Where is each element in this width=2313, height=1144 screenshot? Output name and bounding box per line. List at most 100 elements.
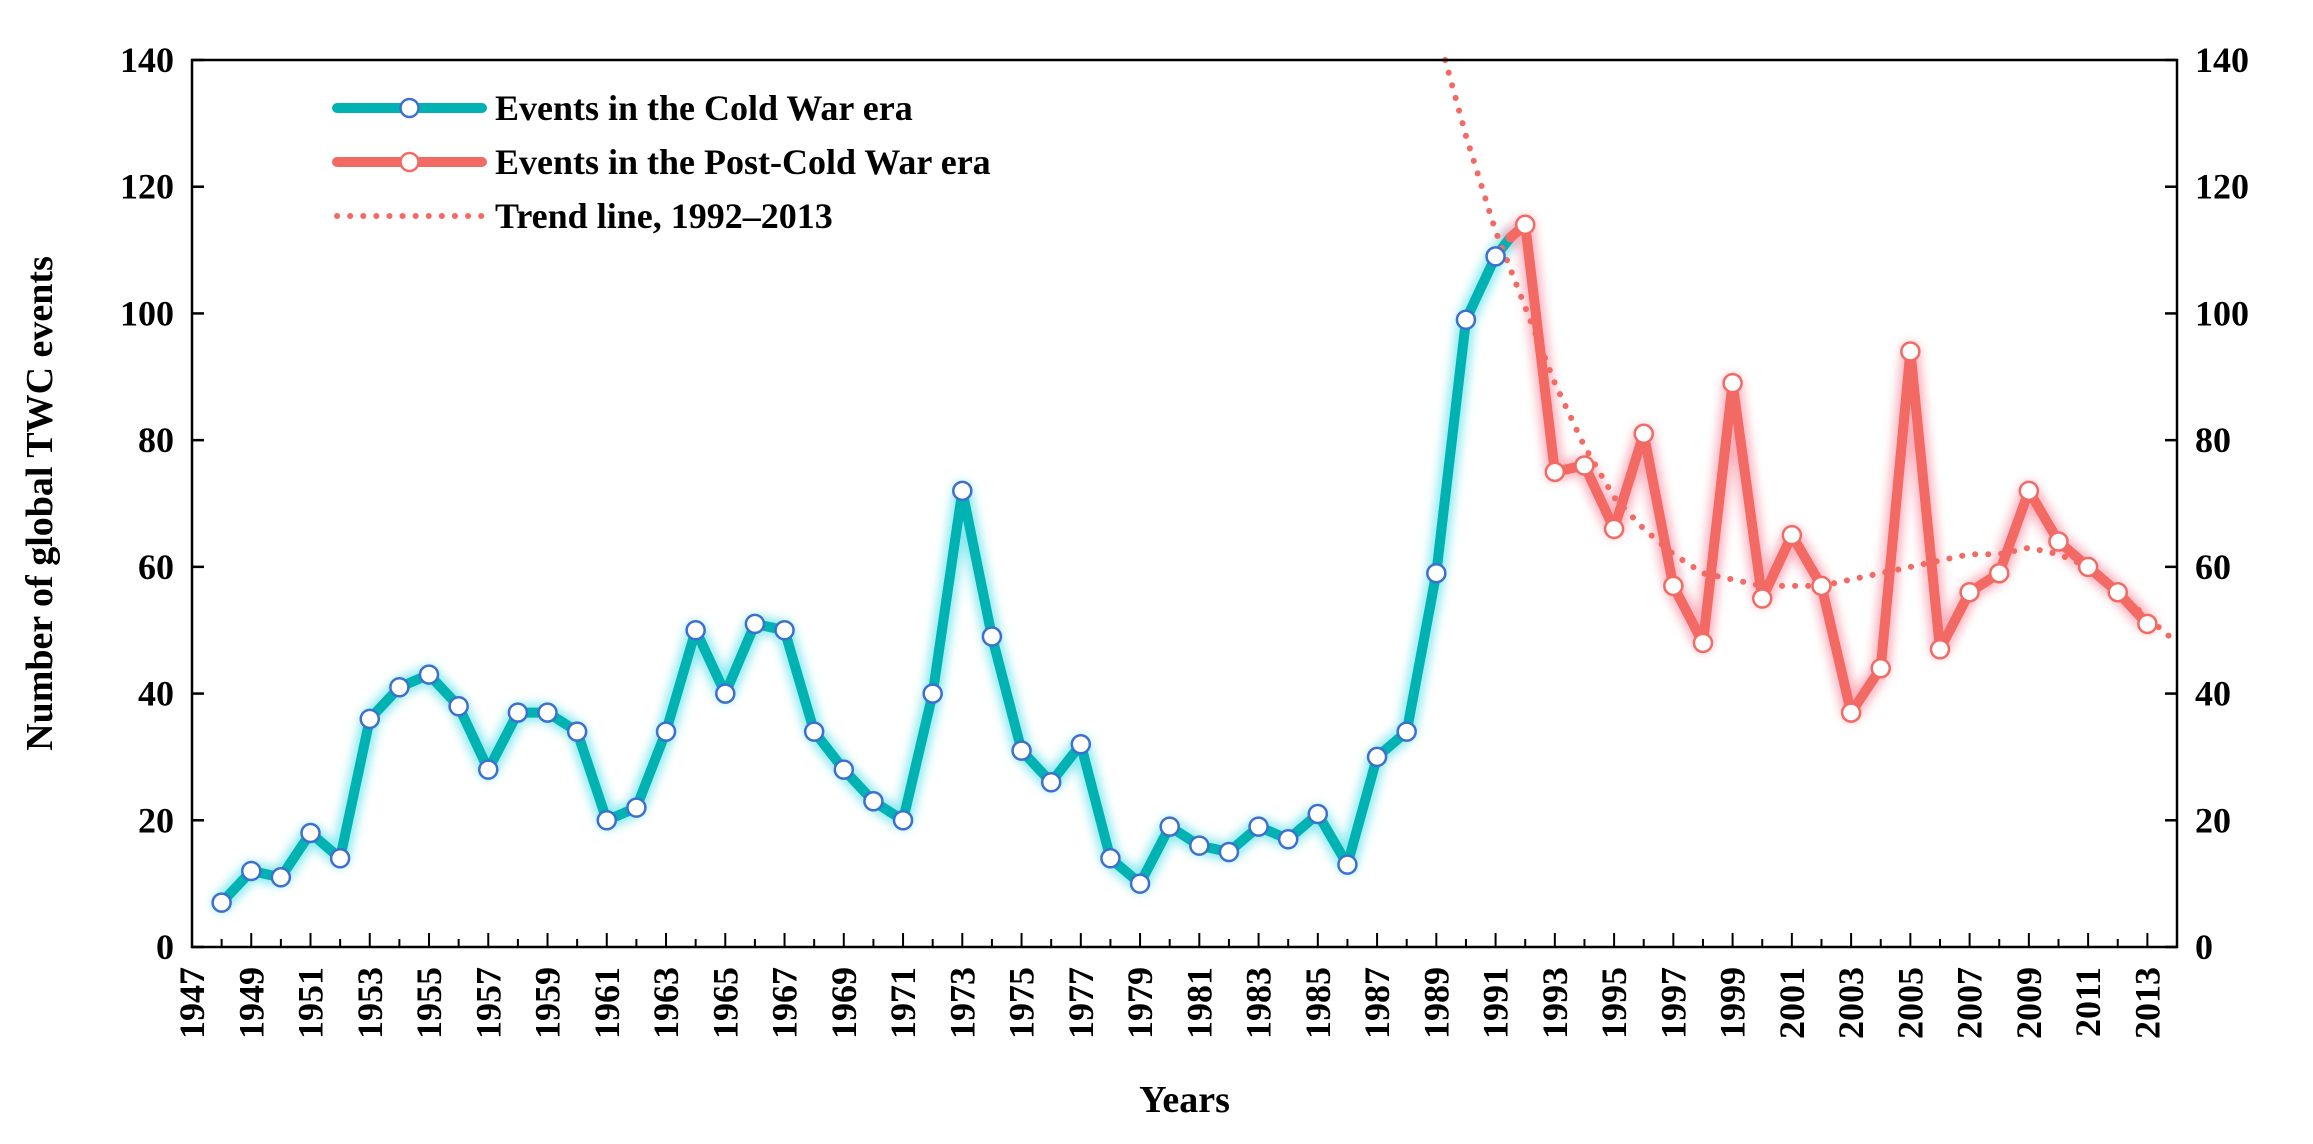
events-in-the-post-cold-war-era-point — [1544, 461, 1566, 483]
events-in-the-cold-war-era-point — [1455, 309, 1477, 331]
legend-label-events-in-the-post-cold-war-era: Events in the Post-Cold War era — [495, 142, 991, 182]
y-tick-label-left: 140 — [120, 40, 174, 80]
x-tick-label: 1963 — [646, 967, 686, 1039]
x-tick-label: 1947 — [172, 967, 212, 1039]
x-tick-label: 1993 — [1535, 967, 1575, 1039]
events-in-the-post-cold-war-era-point — [1751, 588, 1773, 609]
events-in-the-post-cold-war-era-point — [1959, 581, 1980, 603]
events-in-the-cold-war-era-point — [1100, 848, 1121, 869]
events-in-the-post-cold-war-era-point — [1900, 341, 1921, 362]
x-tick-label: 1999 — [1713, 967, 1753, 1039]
events-in-the-cold-war-era-point — [1159, 816, 1180, 837]
events-in-the-post-cold-war-era-point — [2137, 613, 2158, 635]
x-tick-label: 1975 — [1002, 967, 1042, 1039]
x-axis-title: Years — [1139, 1079, 1230, 1121]
legend-marker-events-in-the-post-cold-war-era — [399, 151, 420, 173]
series-lines — [216, 57, 2180, 908]
events-in-the-cold-war-era-point — [863, 791, 884, 812]
x-tick-label: 1989 — [1416, 967, 1456, 1039]
x-tick-label: 1979 — [1120, 967, 1160, 1039]
events-in-the-cold-war-era-point — [952, 480, 973, 502]
events-in-the-cold-war-era-point — [1040, 772, 1062, 793]
y-tick-label-right: 0 — [2195, 927, 2213, 967]
y-tick-label-right: 20 — [2195, 800, 2231, 840]
x-tick-label: 2007 — [1950, 967, 1990, 1039]
y-tick-label-left: 0 — [156, 927, 174, 967]
x-tick-label: 1983 — [1239, 967, 1279, 1039]
events-in-the-post-cold-war-era-point — [2018, 480, 2040, 502]
events-in-the-post-cold-war-era-point — [1811, 575, 1832, 597]
x-tick-label: 1965 — [705, 967, 745, 1039]
events-in-the-cold-war-era-point — [655, 721, 677, 742]
events-in-the-cold-war-era-point — [922, 683, 943, 704]
events-in-the-cold-war-era-point — [389, 676, 410, 698]
events-in-the-cold-war-era-point — [1070, 734, 1092, 755]
events-in-the-cold-war-era-point — [1337, 854, 1358, 875]
events-in-the-cold-war-era-point — [1129, 873, 1151, 894]
events-in-the-cold-war-era-point — [715, 683, 736, 704]
x-tick-label: 1997 — [1653, 967, 1693, 1039]
events-in-the-cold-war-era-point — [1396, 721, 1417, 742]
events-in-the-cold-war-era-point — [566, 721, 588, 742]
series-glow — [212, 215, 2157, 912]
events-in-the-cold-war-era-point — [537, 702, 558, 723]
y-tick-label-right: 80 — [2195, 420, 2231, 460]
events-in-the-cold-war-era-point — [507, 702, 529, 723]
events-in-the-post-cold-war-era-point — [1692, 632, 1714, 654]
events-in-the-cold-war-era-point — [329, 848, 351, 869]
y-tick-label-left: 40 — [138, 674, 174, 714]
events-in-the-cold-war-era-point — [1485, 246, 1506, 267]
events-in-the-post-cold-war-era-point — [1663, 575, 1684, 597]
events-in-the-cold-war-era-point — [626, 797, 647, 818]
events-in-the-cold-war-era-point — [1277, 829, 1299, 850]
events-in-the-cold-war-era-point — [418, 664, 440, 685]
y-tick-label-left: 60 — [138, 547, 174, 587]
x-tick-label: 1981 — [1179, 967, 1219, 1039]
y-tick-label-right: 40 — [2195, 674, 2231, 714]
x-tick-label: 1961 — [587, 967, 627, 1039]
x-tick-label: 2005 — [1890, 967, 1930, 1039]
events-in-the-post-cold-war-era-point — [1781, 524, 1803, 546]
events-in-the-post-cold-war-era-point — [2077, 556, 2099, 578]
events-in-the-post-cold-war-era-point — [1722, 372, 1743, 394]
y-tick-label-right: 60 — [2195, 547, 2231, 587]
events-in-the-cold-war-era-point — [359, 708, 381, 730]
events-in-the-post-cold-war-era-point — [1574, 455, 1595, 476]
events-in-the-post-cold-war-era-point — [1603, 518, 1625, 540]
events-in-the-cold-war-era-point — [1426, 562, 1447, 584]
legend-label-events-in-the-cold-war-era: Events in the Cold War era — [495, 88, 913, 128]
x-tick-label: 1971 — [883, 967, 923, 1039]
events-in-the-cold-war-era-point — [211, 892, 232, 913]
events-in-the-cold-war-era-point — [1248, 816, 1269, 837]
events-in-the-cold-war-era-point — [981, 626, 1003, 647]
x-tick-label: 2003 — [1831, 967, 1871, 1039]
x-tick-label: 1977 — [1061, 967, 1101, 1039]
events-in-the-post-cold-war-era-point — [1840, 702, 1862, 723]
x-tick-label: 1953 — [350, 967, 390, 1039]
y-tick-label-left: 100 — [120, 293, 174, 333]
events-in-the-cold-war-era-point — [1366, 746, 1388, 768]
x-tick-label: 1955 — [409, 967, 449, 1039]
events-in-the-cold-war-era-point — [685, 619, 706, 641]
events-in-the-post-cold-war-era-point — [1988, 562, 2010, 584]
trend-line-1992-2013-line — [1442, 57, 2180, 646]
events-in-the-cold-war-era-point — [1189, 835, 1210, 856]
events-in-the-cold-war-era-point — [892, 810, 914, 831]
legend-marker-events-in-the-cold-war-era — [399, 97, 420, 119]
y-tick-label-left: 80 — [138, 420, 174, 460]
events-in-the-cold-war-era-point — [833, 759, 855, 780]
x-tick-label: 1967 — [765, 967, 805, 1039]
events-in-the-cold-war-era-point — [1011, 740, 1032, 761]
x-tick-label: 1987 — [1357, 967, 1397, 1039]
events-in-the-cold-war-era-point — [596, 810, 618, 831]
events-in-the-post-cold-war-era-point — [1870, 657, 1891, 679]
y-tick-label-right: 100 — [2195, 293, 2249, 333]
events-in-the-post-cold-war-era-point — [1633, 423, 1654, 445]
events-in-the-cold-war-era-point — [1307, 803, 1329, 825]
series-markers — [211, 214, 2158, 913]
events-in-the-post-cold-war-era-point — [1929, 638, 1951, 660]
x-tick-label: 2011 — [2068, 967, 2108, 1037]
x-tick-label: 1959 — [528, 967, 568, 1039]
x-tick-label: 1985 — [1298, 967, 1338, 1039]
